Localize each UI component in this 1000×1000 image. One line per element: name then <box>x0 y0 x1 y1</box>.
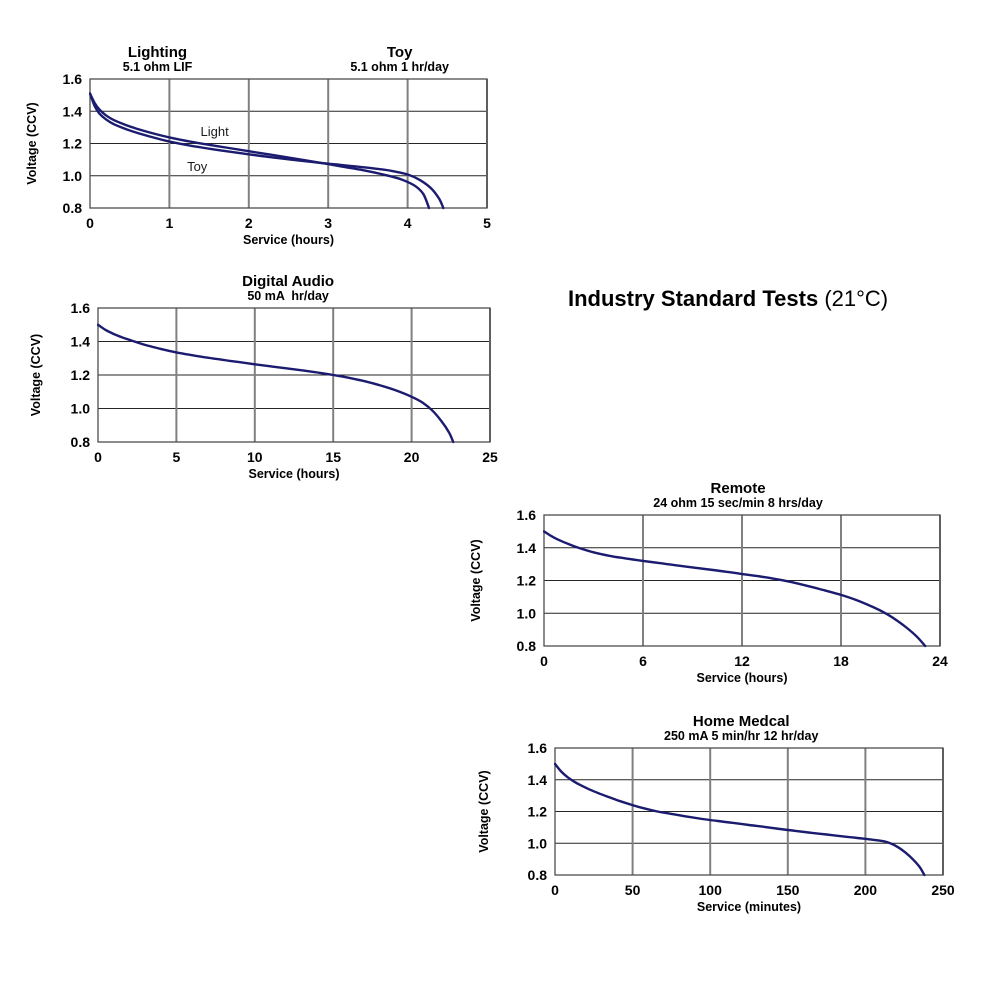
x-tick-label: 5 <box>173 449 181 465</box>
page-title: Industry Standard Tests (21°C) <box>568 286 988 312</box>
chart-title: Remote <box>711 480 766 497</box>
y-tick-label: 1.2 <box>517 573 537 589</box>
x-tick-label: 12 <box>734 653 750 669</box>
x-tick-label: 200 <box>854 882 878 898</box>
chart-title: Digital Audio <box>242 273 334 290</box>
x-tick-label: 6 <box>639 653 647 669</box>
y-axis-label: Voltage (CCV) <box>469 539 483 621</box>
x-tick-label: 50 <box>625 882 641 898</box>
y-tick-label: 1.0 <box>517 605 537 621</box>
x-tick-label: 0 <box>94 449 102 465</box>
chart-subtitle: 24 ohm 15 sec/min 8 hrs/day <box>653 496 823 510</box>
y-tick-label: 0.8 <box>528 867 548 883</box>
x-tick-label: 25 <box>482 449 498 465</box>
x-tick-label: 18 <box>833 653 849 669</box>
x-tick-label: 24 <box>932 653 948 669</box>
curve-home-medcal <box>554 762 926 877</box>
y-tick-label: 1.2 <box>528 804 548 820</box>
y-tick-label: 0.8 <box>63 200 83 216</box>
y-tick-label: 1.6 <box>71 300 91 316</box>
curves-home-medcal <box>554 762 926 877</box>
series-label-light: Light <box>201 124 230 139</box>
x-tick-label: 20 <box>404 449 420 465</box>
x-axis-label: Service (minutes) <box>697 900 801 914</box>
y-tick-label: 0.8 <box>71 434 91 450</box>
x-tick-label: 5 <box>483 215 491 231</box>
y-axis-label: Voltage (CCV) <box>25 102 39 184</box>
y-tick-label: 1.4 <box>63 103 83 119</box>
x-tick-label: 100 <box>699 882 723 898</box>
y-tick-label: 1.0 <box>63 168 83 184</box>
x-axis-label: Service (hours) <box>243 233 334 247</box>
x-axis-label: Service (hours) <box>248 467 339 481</box>
x-tick-label: 4 <box>404 215 412 231</box>
x-tick-label: 2 <box>245 215 253 231</box>
y-tick-label: 1.2 <box>71 367 91 383</box>
plot-border <box>97 307 491 443</box>
x-tick-label: 250 <box>931 882 955 898</box>
x-tick-label: 10 <box>247 449 263 465</box>
y-tick-label: 0.8 <box>517 638 537 654</box>
y-tick-label: 1.6 <box>528 740 548 756</box>
x-tick-label: 15 <box>325 449 341 465</box>
y-tick-label: 1.4 <box>71 334 91 350</box>
curves-digital-audio <box>97 323 455 444</box>
curve-digital-audio <box>97 323 455 444</box>
x-tick-label: 0 <box>540 653 548 669</box>
page-title-main: Industry Standard Tests <box>568 286 819 311</box>
y-tick-label: 1.4 <box>517 540 537 556</box>
plot-border <box>543 514 941 647</box>
y-tick-label: 1.0 <box>528 835 548 851</box>
curve-light <box>89 92 431 210</box>
x-axis-label: Service (hours) <box>696 671 787 685</box>
chart-digital-audio: 0 5 10 15 20 25 Service (hours) 0.8 1.0 1.2 1.4 1.6… <box>29 273 498 481</box>
y-tick-label: 1.0 <box>71 401 91 417</box>
curves-remote <box>543 530 927 648</box>
x-tick-label: 0 <box>551 882 559 898</box>
chart-remote: 0 6 12 18 24 Service (hours) 0.8 1.0 1.2 1.4 1.6 Vo… <box>469 480 948 685</box>
chart-home-medcal: 0 50 100 150 200 250 Service (minutes) 0.8 1.0 1.… <box>477 713 955 914</box>
y-tick-label: 1.6 <box>517 507 537 523</box>
x-tick-label: 0 <box>86 215 94 231</box>
chart-title: Lighting <box>128 44 187 61</box>
plot-border <box>554 747 944 876</box>
chart-subtitle: 50 mA hr/day <box>247 289 329 303</box>
chart-title: Toy <box>387 44 413 61</box>
chart-subtitle: 250 mA 5 min/hr 12 hr/day <box>664 729 819 743</box>
chart-subtitle: 5.1 ohm LIF <box>123 60 193 74</box>
x-tick-label: 1 <box>166 215 174 231</box>
x-tick-label: 3 <box>324 215 332 231</box>
curve-toy <box>89 92 445 210</box>
curve-remote <box>543 530 927 648</box>
y-axis-label: Voltage (CCV) <box>29 334 43 416</box>
plot-border <box>89 78 488 209</box>
curves-lighting-toy <box>89 92 445 210</box>
series-label-toy: Toy <box>187 159 208 174</box>
y-tick-label: 1.4 <box>528 772 548 788</box>
x-tick-label: 150 <box>776 882 800 898</box>
page-title-temperature: (21°C) <box>818 286 889 311</box>
y-axis-label: Voltage (CCV) <box>477 770 491 852</box>
chart-lighting-toy: Light Toy 0 1 2 3 4 5 Service (hours) 0.8 1.0 1.2 1.… <box>25 44 491 247</box>
y-tick-label: 1.2 <box>63 136 83 152</box>
chart-title: Home Medcal <box>693 713 790 730</box>
y-tick-label: 1.6 <box>63 71 83 87</box>
chart-subtitle: 5.1 ohm 1 hr/day <box>350 60 449 74</box>
